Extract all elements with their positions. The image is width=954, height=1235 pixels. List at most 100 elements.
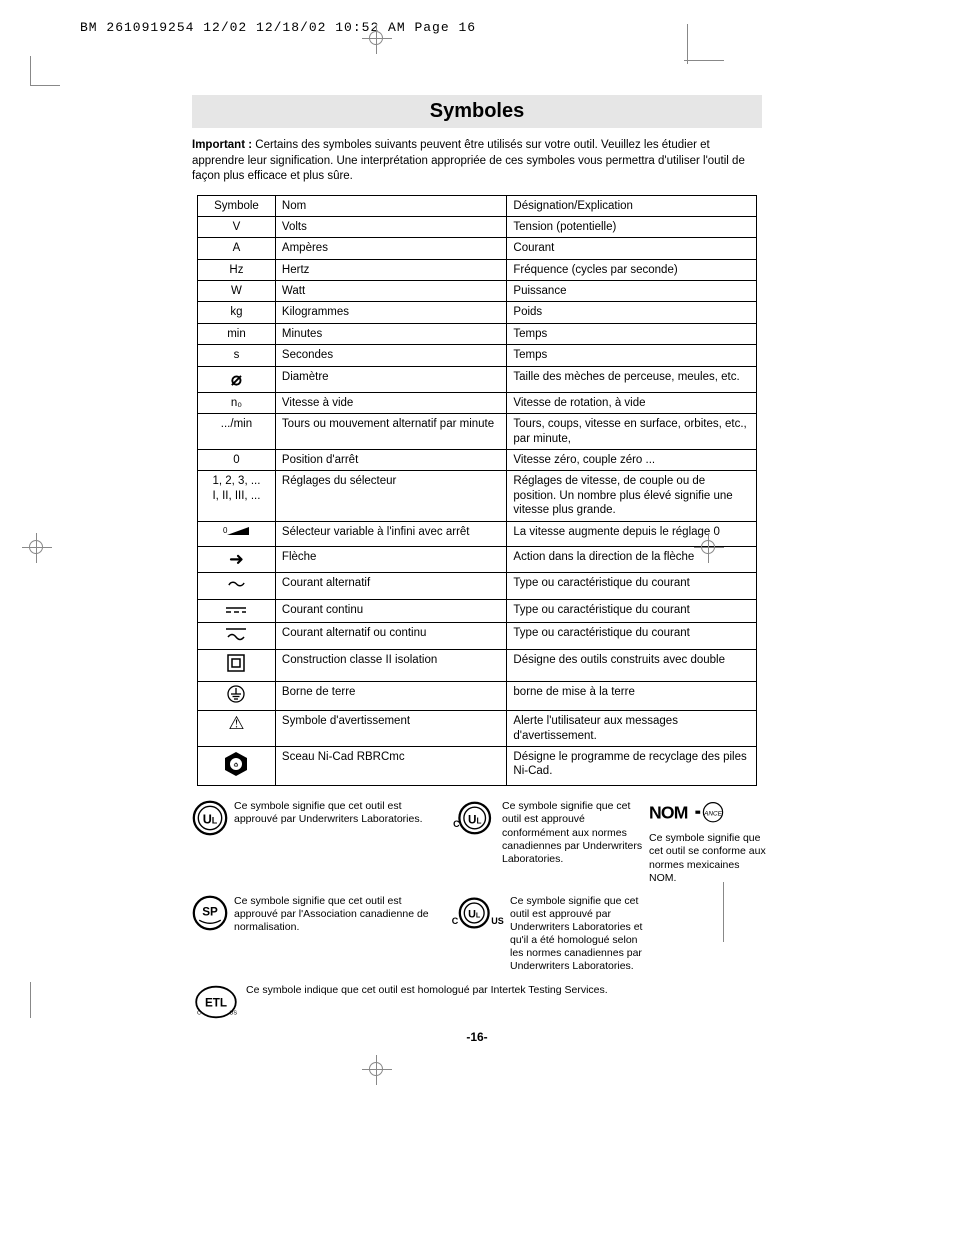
cert-text: Ce symbole indique que cet outil est hom…	[246, 984, 608, 997]
table-header-cell: Symbole	[198, 195, 276, 216]
symbol-cell: .../min	[198, 414, 276, 450]
name-cell: Courant alternatif	[275, 573, 506, 599]
symbol-cell: A	[198, 238, 276, 259]
registration-mark-right	[694, 533, 724, 563]
symbol-cell: 1, 2, 3, ...I, II, III, ...	[198, 471, 276, 521]
cert-nom: NOM ANCE Ce symbole signifie que cet outi…	[649, 800, 769, 885]
crop-tick	[687, 24, 688, 64]
culus-icon: CULUS	[448, 895, 504, 931]
svg-text:SP: SP	[202, 905, 218, 918]
symbol-cell: ⌀	[198, 366, 276, 392]
name-cell: Watt	[275, 281, 506, 302]
etl-icon: ETLCUS	[192, 984, 240, 1020]
cert-ul: UL Ce symbole signifie que cet outil est…	[192, 800, 442, 885]
cert-text: Ce symbole signifie que cet outil est ap…	[502, 800, 643, 866]
table-header-cell: Nom	[275, 195, 506, 216]
symbol-cell: 〜	[198, 573, 276, 599]
description-cell: Vitesse zéro, couple zéro ...	[507, 450, 757, 471]
table-row: 0 Sélecteur variable à l'infini avec arrê…	[198, 521, 757, 546]
table-row: AAmpèresCourant	[198, 238, 757, 259]
cul-icon: CUL	[448, 800, 496, 836]
description-cell: Poids	[507, 302, 757, 323]
crop-tick	[723, 882, 724, 942]
table-row: ⚠Symbole d'avertissementAlerte l'utilisa…	[198, 711, 757, 747]
description-cell: Type ou caractéristique du courant	[507, 599, 757, 622]
svg-text:C: C	[197, 1010, 201, 1016]
svg-text:ETL: ETL	[205, 996, 227, 1009]
intro-paragraph: Important : Certains des symboles suivan…	[192, 138, 762, 185]
table-row: Borne de terreborne de mise à la terre	[198, 681, 757, 710]
crop-tick	[30, 85, 60, 86]
intro-bold: Important :	[192, 139, 252, 151]
symbol-cell: 0	[198, 450, 276, 471]
name-cell: Courant alternatif ou continu	[275, 623, 506, 650]
cert-etl: ETLCUS Ce symbole indique que cet outil …	[192, 984, 643, 1020]
svg-text:UL: UL	[203, 813, 218, 827]
name-cell: Tours ou mouvement alternatif par minute	[275, 414, 506, 450]
svg-text:NOM: NOM	[649, 803, 688, 823]
table-row: ♻Sceau Ni-Cad RBRCmcDésigne le programme…	[198, 746, 757, 785]
description-cell: Réglages de vitesse, de couple ou de pos…	[507, 471, 757, 521]
table-row: Courant alternatif ou continuType ou car…	[198, 623, 757, 650]
description-cell: Type ou caractéristique du courant	[507, 623, 757, 650]
description-cell: Tension (potentielle)	[507, 216, 757, 237]
symbol-cell: Hz	[198, 259, 276, 280]
crop-tick	[684, 60, 724, 61]
name-cell: Sélecteur variable à l'infini avec arrêt	[275, 521, 506, 546]
symbol-cell: W	[198, 281, 276, 302]
symbol-cell: V	[198, 216, 276, 237]
table-row: kgKilogrammesPoids	[198, 302, 757, 323]
table-row: .../minTours ou mouvement alternatif par…	[198, 414, 757, 450]
name-cell: Hertz	[275, 259, 506, 280]
symbol-cell: n₀	[198, 392, 276, 413]
svg-text:ANCE: ANCE	[703, 811, 722, 818]
table-row: WWattPuissance	[198, 281, 757, 302]
svg-text:♻: ♻	[234, 762, 239, 769]
name-cell: Ampères	[275, 238, 506, 259]
page-title: Symboles	[192, 95, 762, 128]
name-cell: Minutes	[275, 323, 506, 344]
table-row: VVoltsTension (potentielle)	[198, 216, 757, 237]
table-row: Construction classe II isolationDésigne …	[198, 650, 757, 681]
name-cell: Volts	[275, 216, 506, 237]
csa-icon: SP	[192, 895, 228, 931]
name-cell: Réglages du sélecteur	[275, 471, 506, 521]
name-cell: Flèche	[275, 546, 506, 572]
symbol-cell: min	[198, 323, 276, 344]
table-header-cell: Désignation/Explication	[507, 195, 757, 216]
svg-text:US: US	[491, 916, 504, 926]
description-cell: Désigne des outils construits avec doubl…	[507, 650, 757, 681]
registration-mark-bottom	[362, 1055, 392, 1085]
table-row: Courant continuType ou caractéristique d…	[198, 599, 757, 622]
description-cell: Type ou caractéristique du courant	[507, 573, 757, 599]
cert-cul: CUL Ce symbole signifie que cet outil es…	[448, 800, 643, 885]
svg-text:0: 0	[223, 526, 228, 535]
nom-icon: NOM ANCE	[649, 800, 729, 826]
page: BM 2610919254 12/02 12/18/02 10:52 AM Pa…	[0, 0, 954, 1084]
intro-text: Certains des symboles suivants peuvent ê…	[192, 139, 745, 182]
table-row: ⌀DiamètreTaille des mèches de perceuse, …	[198, 366, 757, 392]
cert-text: Ce symbole signifie que cet outil est ap…	[234, 895, 442, 934]
svg-text:UL: UL	[468, 814, 481, 827]
symbol-cell	[198, 623, 276, 650]
symbol-cell: ♻	[198, 746, 276, 785]
name-cell: Courant continu	[275, 599, 506, 622]
name-cell: Sceau Ni-Cad RBRCmc	[275, 746, 506, 785]
table-row: 0Position d'arrêtVitesse zéro, couple zé…	[198, 450, 757, 471]
table-row: minMinutesTemps	[198, 323, 757, 344]
name-cell: Vitesse à vide	[275, 392, 506, 413]
symbol-cell: kg	[198, 302, 276, 323]
table-row: ➜FlècheAction dans la direction de la fl…	[198, 546, 757, 572]
cert-csa: SP Ce symbole signifie que cet outil est…	[192, 895, 442, 974]
registration-mark-top	[362, 24, 392, 54]
table-row: 〜Courant alternatifType ou caractéristiq…	[198, 573, 757, 599]
description-cell: Puissance	[507, 281, 757, 302]
symbol-cell	[198, 650, 276, 681]
crop-tick	[30, 56, 31, 86]
cert-culus: CULUS Ce symbole signifie que cet outil …	[448, 895, 643, 974]
table-row: n₀Vitesse à videVitesse de rotation, à v…	[198, 392, 757, 413]
name-cell: Construction classe II isolation	[275, 650, 506, 681]
crop-tick	[30, 982, 31, 1018]
cert-text: Ce symbole signifie que cet outil se con…	[649, 832, 769, 885]
symbol-cell: ⚠	[198, 711, 276, 747]
